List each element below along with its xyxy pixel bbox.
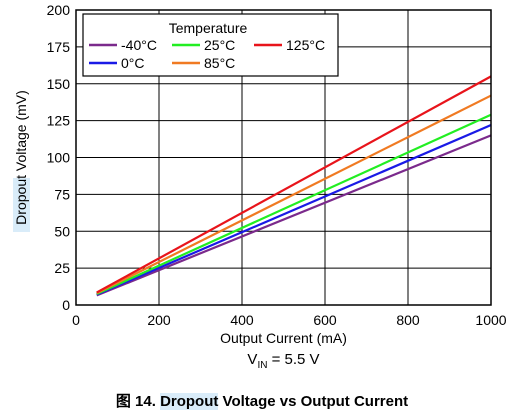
- y-tick-label: 0: [62, 297, 70, 313]
- plot-frame: [75, 9, 492, 306]
- y-tick-label: 25: [54, 260, 70, 276]
- y-axis-label-highlight: [13, 178, 30, 232]
- series-line: [96, 94, 492, 295]
- x-tick-label: 0: [72, 312, 80, 328]
- y-tick-label: 150: [47, 76, 71, 92]
- legend-items: -40°C 25°C 125°C 0°C 85°C: [89, 37, 325, 71]
- series-line: [96, 134, 492, 297]
- dropout-voltage-chart: 0 200 400 600 800 10000255075100125150175200 …: [13, 2, 507, 370]
- y-tick-label: 50: [54, 223, 70, 239]
- y-axis-label: Dropout Voltage (mV): [13, 90, 29, 225]
- y-tick-label: 100: [47, 150, 71, 166]
- condition-value: = 5.5 V: [267, 351, 319, 368]
- x-tick-label: 400: [230, 312, 254, 328]
- x-tick-label: 200: [147, 312, 171, 328]
- legend: Temperature -40°C 25°C 125°C 0°C 85°C: [82, 13, 339, 77]
- legend-title: Temperature: [169, 20, 248, 36]
- y-tick-label: 125: [47, 113, 71, 129]
- caption-highlight-word: Dropout: [160, 393, 219, 410]
- series-line: [96, 124, 492, 296]
- legend-box: [82, 13, 339, 77]
- y-tick-label: 200: [47, 2, 71, 18]
- test-condition-label: VIN = 5.5 V: [247, 351, 319, 370]
- legend-entry: -40°C: [121, 37, 157, 53]
- figure-caption: 图 14. Dropout Voltage vs Output Current: [0, 390, 524, 411]
- tick-labels: 0 200 400 600 800 1000 0 25 50 75 100 125 150 175 200: [47, 2, 507, 328]
- series-lines: [96, 75, 492, 297]
- x-tick-label: 1000: [475, 312, 506, 328]
- series-line: [96, 75, 492, 294]
- y-tick-label: 75: [54, 186, 70, 202]
- x-tick-label: 600: [313, 312, 337, 328]
- series-line: [96, 113, 492, 295]
- condition-symbol: V: [247, 351, 257, 368]
- legend-entry: 0°C: [121, 55, 145, 71]
- condition-subscript: IN: [257, 360, 267, 370]
- x-axis-label: Output Current (mA): [220, 330, 347, 346]
- y-tick-label: 175: [47, 39, 71, 55]
- legend-entry: 25°C: [204, 37, 235, 53]
- figure-label: 图 14.: [115, 393, 156, 410]
- x-tick-label: 800: [396, 312, 420, 328]
- caption-title: Voltage vs Output Current: [218, 393, 409, 410]
- legend-entry: 125°C: [286, 37, 325, 53]
- legend-entry: 85°C: [204, 55, 235, 71]
